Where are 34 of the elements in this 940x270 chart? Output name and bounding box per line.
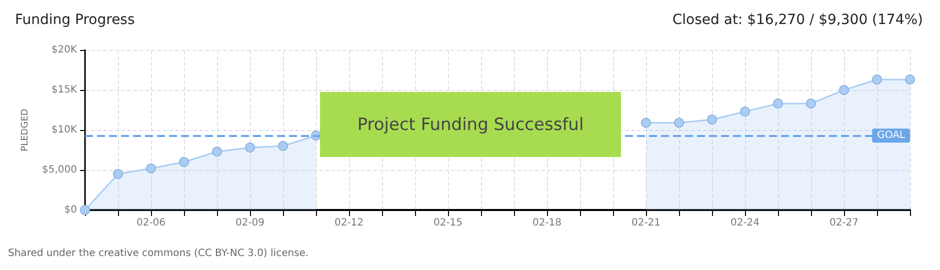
point — [245, 142, 255, 153]
x-tick-label: 02-15 — [433, 218, 463, 228]
point — [806, 98, 816, 109]
y-tick-label: $5,000 — [42, 164, 77, 176]
x-tick-label: 02-27 — [829, 218, 859, 228]
point — [839, 85, 849, 95]
x-tick-label: 02-12 — [334, 218, 364, 228]
point — [179, 157, 189, 167]
text: Shared under the creative commons (CC BY-NC 3.0) license. — [8, 248, 309, 259]
x-tick-label: 02-24 — [730, 218, 760, 228]
y-tick-label: $10K — [51, 124, 78, 136]
chart-title: Funding Progress — [15, 12, 135, 28]
point — [146, 163, 156, 174]
point — [113, 169, 123, 179]
point — [773, 98, 783, 109]
success-banner: Project Funding Successful — [320, 92, 621, 157]
x-tick-label: 02-21 — [631, 218, 661, 228]
point — [872, 74, 882, 85]
chart-subtitle: Closed at: $16,270 / $9,300 (174%) — [672, 12, 924, 28]
y-tick-label: $20K — [51, 44, 78, 56]
point — [674, 118, 684, 128]
point — [740, 106, 750, 117]
x-tick-label: 02-06 — [136, 218, 166, 228]
x-tick-label: 02-18 — [532, 218, 562, 228]
y-tick-label: $0 — [64, 204, 77, 216]
point — [707, 114, 717, 125]
y-tick-label: $15K — [51, 84, 78, 96]
y-axis-title: PLEDGED — [20, 108, 30, 152]
point — [212, 146, 222, 157]
point — [641, 118, 651, 128]
ref-line-label: GOAL — [877, 130, 906, 142]
point — [905, 74, 915, 85]
point — [278, 141, 288, 151]
x-tick-label: 02-09 — [235, 218, 265, 228]
